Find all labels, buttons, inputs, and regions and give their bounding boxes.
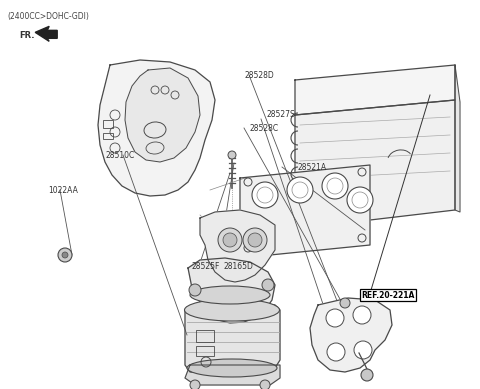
Text: 28165D: 28165D (223, 262, 253, 271)
Polygon shape (125, 68, 200, 162)
Text: 28528C: 28528C (250, 124, 279, 133)
Polygon shape (35, 26, 57, 41)
Text: 28525F: 28525F (191, 262, 219, 271)
Text: 28510C: 28510C (106, 151, 135, 160)
Text: 28527S: 28527S (266, 110, 295, 119)
Circle shape (58, 248, 72, 262)
Circle shape (218, 228, 242, 252)
Circle shape (190, 380, 200, 389)
Ellipse shape (187, 359, 277, 377)
Polygon shape (295, 65, 455, 115)
Circle shape (322, 173, 348, 199)
Bar (196, 330, 214, 342)
Text: 28528D: 28528D (245, 71, 275, 81)
Polygon shape (310, 298, 392, 372)
Circle shape (248, 233, 262, 247)
Text: (2400CC>DOHC-GDI): (2400CC>DOHC-GDI) (7, 12, 89, 21)
Text: 1022AA: 1022AA (48, 186, 78, 195)
Text: FR.: FR. (19, 31, 35, 40)
Circle shape (223, 233, 237, 247)
Circle shape (252, 182, 278, 208)
Text: REF.20-221A: REF.20-221A (361, 291, 415, 300)
Polygon shape (455, 65, 460, 212)
Bar (196, 346, 214, 356)
Circle shape (189, 284, 201, 296)
Circle shape (243, 228, 267, 252)
Polygon shape (185, 365, 280, 385)
Circle shape (262, 279, 274, 291)
Ellipse shape (184, 299, 279, 321)
Bar (103, 133, 113, 139)
Polygon shape (240, 165, 370, 258)
Circle shape (353, 306, 371, 324)
Circle shape (361, 369, 373, 381)
Polygon shape (185, 302, 280, 375)
Circle shape (287, 177, 313, 203)
Polygon shape (98, 60, 215, 196)
Circle shape (228, 151, 236, 159)
Circle shape (354, 341, 372, 359)
Circle shape (62, 252, 68, 258)
Bar (103, 120, 113, 128)
Polygon shape (200, 210, 275, 282)
Text: 28521A: 28521A (298, 163, 327, 172)
Polygon shape (188, 258, 275, 323)
Circle shape (327, 343, 345, 361)
Polygon shape (295, 100, 455, 220)
Circle shape (326, 309, 344, 327)
Circle shape (347, 187, 373, 213)
Ellipse shape (190, 286, 270, 304)
Circle shape (340, 298, 350, 308)
Circle shape (260, 380, 270, 389)
